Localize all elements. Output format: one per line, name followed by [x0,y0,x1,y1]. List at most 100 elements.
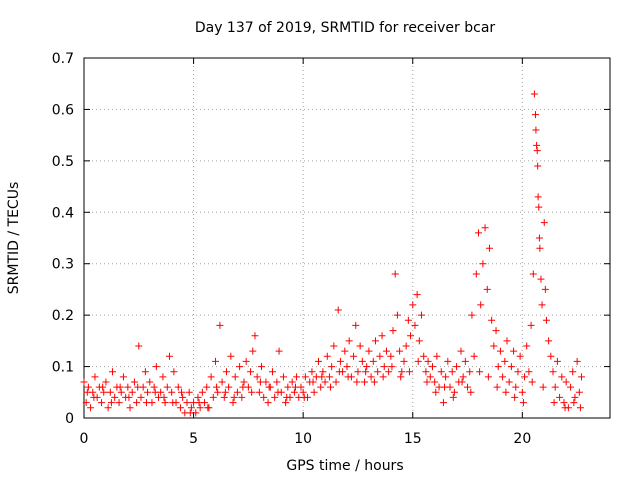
data-point [279,373,287,381]
data-point [301,373,309,381]
data-point [396,347,404,355]
data-point [275,347,283,355]
data-point [134,383,142,391]
data-point [230,393,238,401]
data-point [537,275,545,283]
y-tick-label: 0.1 [52,360,74,376]
data-point [476,368,484,376]
data-point [556,393,564,401]
data-point [493,383,501,391]
data-point [198,388,206,396]
data-point [400,357,408,365]
data-point [533,147,541,155]
data-point [341,347,349,355]
data-point [176,404,184,412]
data-point [532,126,540,134]
data-point [376,352,384,360]
data-point [475,229,482,237]
data-point [523,342,531,350]
data-point [428,363,436,371]
data-point [336,357,344,365]
data-point [560,399,568,407]
data-point [529,270,537,278]
data-point [130,378,138,386]
x-tick-label: 15 [404,431,422,447]
data-point [414,357,422,365]
data-point [203,383,211,391]
x-axis-label: GPS time / hours [286,458,403,474]
data-point [411,321,419,329]
data-point [220,393,228,401]
data-point [334,306,342,314]
data-point [108,368,116,376]
data-point [483,285,491,293]
data-point [319,368,327,376]
data-point [163,383,171,391]
data-point [541,285,549,293]
data-point [503,337,511,345]
data-point [457,347,465,355]
data-point [551,383,559,391]
data-point [575,388,583,396]
data-point [318,373,326,381]
data-point [255,388,263,396]
chart-title: Day 137 of 2019, SRMTID for receiver bca… [195,20,496,36]
data-point [362,368,370,376]
data-point [282,399,290,407]
data-point [308,368,316,376]
data-point [433,352,441,360]
data-point [549,368,557,376]
data-point [98,399,106,407]
data-point [142,399,150,407]
data-point [481,224,489,232]
data-point [207,373,215,381]
data-point [335,368,343,376]
data-point [369,357,377,365]
data-point [233,388,241,396]
data-point [496,347,504,355]
data-point [479,260,487,268]
data-point [492,327,500,335]
data-point [393,311,401,319]
data-point [115,399,123,407]
data-point [534,162,542,170]
data-point [470,352,478,360]
data-point [558,373,566,381]
data-point [204,404,212,412]
data-point [299,388,307,396]
data-point [343,363,351,371]
data-point [91,373,99,381]
data-point [485,244,493,252]
data-point [284,383,292,391]
data-point [388,363,396,371]
data-point [533,141,541,149]
data-point [507,363,515,371]
data-point [512,383,520,391]
data-point [271,393,279,401]
data-point [330,342,338,350]
data-point [309,378,317,386]
data-point [214,388,222,396]
data-point [467,388,475,396]
data-point [161,399,169,407]
x-tick-label: 5 [189,431,198,447]
data-point [356,342,364,350]
data-point [424,357,432,365]
data-point [84,383,92,391]
data-point [169,399,177,407]
data-point [499,373,507,381]
data-point [90,393,98,401]
data-point [119,373,127,381]
data-point [488,316,496,324]
data-point [363,363,371,371]
data-point [550,399,558,407]
data-point [150,383,158,391]
x-axis: 0 5 10 15 20 [80,58,531,447]
data-point [437,368,445,376]
data-point [222,368,230,376]
data-point [502,388,510,396]
data-point [536,244,544,252]
data-point [385,368,393,376]
data-point [562,378,570,386]
data-point [542,316,550,324]
